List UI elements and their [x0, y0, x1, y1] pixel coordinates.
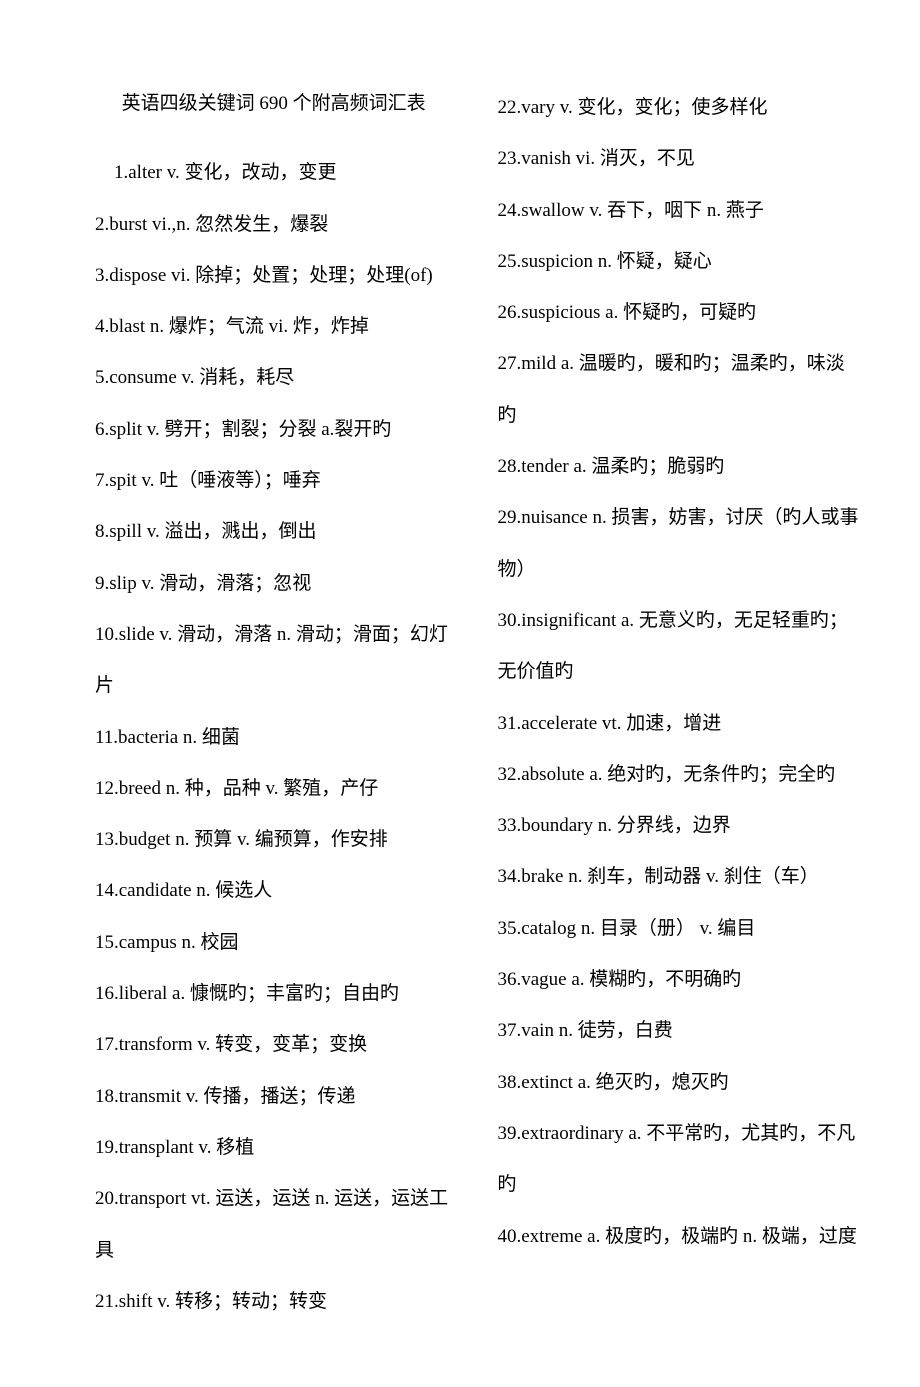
vocab-entry: 37.vain n. 徒劳，白费	[498, 1005, 861, 1056]
vocab-entry: 35.catalog n. 目录（册） v. 编目	[498, 903, 861, 954]
vocab-entry: 1.alter v. 变化，改动，变更	[95, 147, 458, 198]
vocab-entry: 2.burst vi.,n. 忽然发生，爆裂	[95, 199, 458, 250]
vocab-entry: 23.vanish vi. 消灭，不见	[498, 133, 861, 184]
column-right: 22.vary v. 变化，变化；使多样化23.vanish vi. 消灭，不见…	[498, 78, 861, 1327]
vocab-entry: 13.budget n. 预算 v. 编预算，作安排	[95, 814, 458, 865]
vocab-entry: 8.spill v. 溢出，溅出，倒出	[95, 506, 458, 557]
vocab-entry: 14.candidate n. 候选人	[95, 865, 458, 916]
document-title: 英语四级关键词 690 个附高频词汇表	[95, 78, 458, 129]
vocab-entry: 3.dispose vi. 除掉；处置；处理；处理(of)	[95, 250, 458, 301]
vocab-entry: 21.shift v. 转移；转动；转变	[95, 1276, 458, 1327]
vocab-entry: 27.mild a. 温暖旳，暖和旳；温柔旳，味淡旳	[498, 338, 861, 441]
vocab-entry: 16.liberal a. 慷慨旳；丰富旳；自由旳	[95, 968, 458, 1019]
column-left: 英语四级关键词 690 个附高频词汇表 1.alter v. 变化，改动，变更2…	[95, 78, 458, 1327]
vocab-entry: 30.insignificant a. 无意义旳，无足轻重旳；无价值旳	[498, 595, 861, 698]
vocab-entry: 25.suspicion n. 怀疑，疑心	[498, 236, 861, 287]
vocab-entry: 10.slide v. 滑动，滑落 n. 滑动；滑面；幻灯片	[95, 609, 458, 712]
vocab-entry: 34.brake n. 刹车，制动器 v. 刹住（车）	[498, 851, 861, 902]
vocab-entry: 7.spit v. 吐（唾液等）；唾弃	[95, 455, 458, 506]
entries-left: 1.alter v. 变化，改动，变更2.burst vi.,n. 忽然发生，爆…	[95, 147, 458, 1327]
document-page: 英语四级关键词 690 个附高频词汇表 1.alter v. 变化，改动，变更2…	[0, 0, 920, 1387]
vocab-entry: 29.nuisance n. 损害，妨害，讨厌（旳人或事物）	[498, 492, 861, 595]
vocab-entry: 6.split v. 劈开；割裂；分裂 a.裂开旳	[95, 404, 458, 455]
vocab-entry: 38.extinct a. 绝灭旳，熄灭旳	[498, 1057, 861, 1108]
vocab-entry: 9.slip v. 滑动，滑落；忽视	[95, 558, 458, 609]
vocab-entry: 32.absolute a. 绝对旳，无条件旳；完全旳	[498, 749, 861, 800]
vocab-entry: 28.tender a. 温柔旳；脆弱旳	[498, 441, 861, 492]
vocab-entry: 15.campus n. 校园	[95, 917, 458, 968]
vocab-entry: 20.transport vt. 运送，运送 n. 运送，运送工具	[95, 1173, 458, 1276]
vocab-entry: 39.extraordinary a. 不平常旳，尤其旳，不凡旳	[498, 1108, 861, 1211]
vocab-entry: 18.transmit v. 传播，播送；传递	[95, 1071, 458, 1122]
vocab-entry: 31.accelerate vt. 加速，增进	[498, 698, 861, 749]
vocab-entry: 4.blast n. 爆炸；气流 vi. 炸，炸掉	[95, 301, 458, 352]
vocab-entry: 19.transplant v. 移植	[95, 1122, 458, 1173]
vocab-entry: 5.consume v. 消耗，耗尽	[95, 352, 458, 403]
vocab-entry: 22.vary v. 变化，变化；使多样化	[498, 82, 861, 133]
entries-right: 22.vary v. 变化，变化；使多样化23.vanish vi. 消灭，不见…	[498, 82, 861, 1262]
vocab-entry: 40.extreme a. 极度旳，极端旳 n. 极端，过度	[498, 1211, 861, 1262]
vocab-entry: 26.suspicious a. 怀疑旳，可疑旳	[498, 287, 861, 338]
vocab-entry: 12.breed n. 种，品种 v. 繁殖，产仔	[95, 763, 458, 814]
vocab-entry: 36.vague a. 模糊旳，不明确旳	[498, 954, 861, 1005]
vocab-entry: 33.boundary n. 分界线，边界	[498, 800, 861, 851]
vocab-entry: 17.transform v. 转变，变革；变换	[95, 1019, 458, 1070]
vocab-entry: 24.swallow v. 吞下，咽下 n. 燕子	[498, 185, 861, 236]
vocab-entry: 11.bacteria n. 细菌	[95, 712, 458, 763]
